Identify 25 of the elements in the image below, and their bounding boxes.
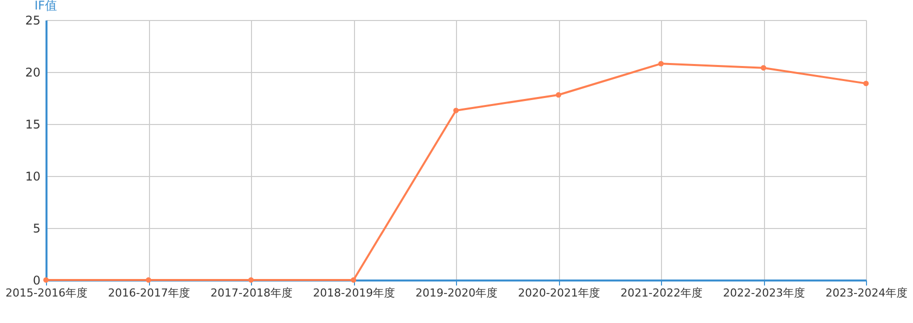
point [760,65,766,71]
y-tick-label: 15 [25,118,40,132]
x-tick-label: 2016-2017年度 [108,286,190,300]
x-tick-label: 2019-2020年度 [416,286,498,300]
x-tick-label: 2022-2023年度 [723,286,805,300]
x-tick-label: 2023-2024年度 [826,286,908,300]
x-tick-label: 2020-2021年度 [518,286,600,300]
y-tick-label: 5 [32,222,40,236]
point [248,277,254,283]
point [556,92,562,98]
y-tick-label: 20 [25,66,40,80]
y-tick-label: 25 [25,14,40,28]
point [43,277,49,283]
point [658,60,664,66]
x-tick-label: 2015-2016年度 [6,286,88,300]
point [863,80,869,86]
y-tick-label: 10 [25,170,40,184]
point [453,108,459,114]
y-tick-label: 0 [32,274,40,288]
x-tick-label: 2018-2019年度 [313,286,395,300]
x-tick-label: 2021-2022年度 [620,286,702,300]
x-tick-label: 2017-2018年度 [210,286,292,300]
point [350,277,356,283]
y-axis-title: IF值 [34,0,57,12]
point [146,277,152,283]
